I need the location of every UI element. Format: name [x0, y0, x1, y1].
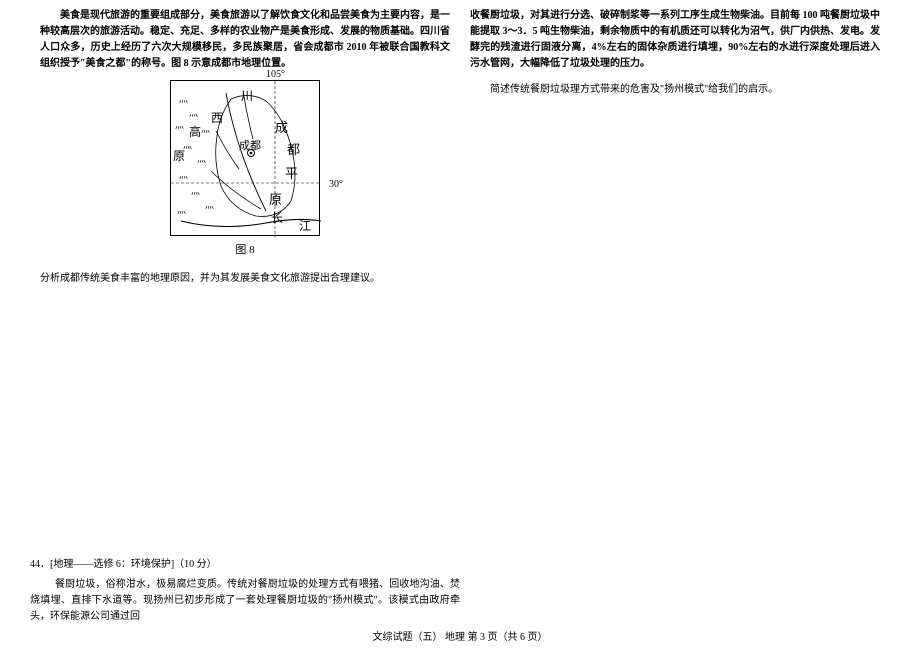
mountain-icon: 灬 — [177, 206, 186, 215]
longitude-label: 105° — [266, 69, 285, 80]
q44-continuation: 收餐厨垃圾，对其进行分选、破碎制浆等一系列工序生成生物柴油。目前每 100 吨餐… — [470, 8, 880, 72]
mountain-icon: 灬 — [201, 125, 210, 134]
q44-question: 简述传统餐厨垃圾理方式带来的危害及"扬州模式"给我们的启示。 — [470, 82, 880, 98]
map-label-xi: 西 — [211, 109, 223, 126]
page-footer: 文综试题（五） 地理 第 3 页（共 6 页） — [0, 628, 920, 643]
question-44-block: 44．[地理——选修 6：环境保护]（10 分） 餐厨垃圾，俗称泔水，极易腐烂变… — [30, 557, 460, 629]
latitude-label: 30° — [329, 179, 343, 190]
mountain-icon: 灬 — [179, 171, 188, 180]
figure-caption: 图 8 — [40, 241, 450, 257]
intro-paragraph: 美食是现代旅游的重要组成部分，美食旅游以了解饮食文化和品尝美食为主要内容，是一种… — [40, 8, 450, 72]
figure-8-map: 105° 30° — [170, 80, 320, 236]
mountain-icon: 灬 — [189, 109, 198, 118]
map-label-yuan2: 原 — [269, 189, 282, 208]
mountain-icon: 灬 — [179, 95, 188, 104]
q44-title: 44．[地理——选修 6：环境保护]（10 分） — [30, 557, 460, 573]
mountain-icon: 灬 — [175, 121, 184, 130]
map-label-cheng: 成 — [275, 117, 288, 136]
left-column: 美食是现代旅游的重要组成部分，美食旅游以了解饮食文化和品尝美食为主要内容，是一种… — [30, 8, 460, 641]
map-label-chang: 长 — [271, 209, 283, 226]
mountain-icon: 灬 — [197, 155, 206, 164]
map-label-du: 都 — [287, 139, 300, 158]
map-label-yuan1: 原 — [173, 147, 185, 164]
map-label-gao: 高 — [189, 123, 201, 140]
map-label-ping: 平 — [285, 163, 298, 182]
mountain-icon: 灬 — [205, 201, 214, 210]
map-label-chengdu: 成都 — [239, 137, 261, 153]
q44-body: 餐厨垃圾，俗称泔水，极易腐烂变质。传统对餐厨垃圾的处理方式有喂猪、回收地沟油、焚… — [30, 577, 460, 625]
map-svg — [171, 81, 321, 237]
mountain-icon: 灬 — [191, 187, 200, 196]
map-label-jiang: 江 — [299, 217, 311, 234]
map-label-chuan: 川 — [241, 87, 253, 104]
right-column: 收餐厨垃圾，对其进行分选、破碎制浆等一系列工序生成生物柴油。目前每 100 吨餐… — [460, 8, 890, 641]
figure-container: 105° 30° — [40, 80, 450, 257]
q43-question: 分析成都传统美食丰富的地理原因，并为其发展美食文化旅游提出合理建议。 — [40, 271, 450, 287]
